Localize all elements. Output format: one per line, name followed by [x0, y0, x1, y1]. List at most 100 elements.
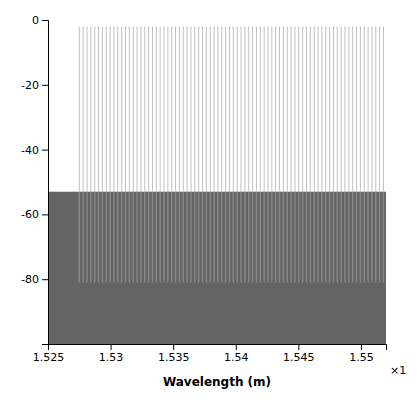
y-tick-mark	[42, 279, 48, 280]
spectral-line	[360, 26, 361, 191]
spectral-line	[206, 26, 207, 191]
spectral-line	[337, 192, 339, 283]
spectral-line	[187, 26, 188, 191]
spectral-line	[221, 26, 222, 191]
y-tick: -80	[21, 273, 48, 286]
spectral-line	[291, 26, 292, 191]
x-tick-mark	[173, 344, 174, 350]
annotation: ×1	[390, 364, 406, 377]
spectral-line	[167, 192, 169, 283]
spectral-line	[341, 26, 342, 191]
spectral-line	[86, 192, 88, 283]
x-axis: 1.5251.531.5351.541.5451.55	[33, 344, 387, 364]
spectral-line	[302, 192, 304, 283]
spectral-line	[152, 192, 154, 283]
spectral-line	[83, 26, 84, 191]
spectral-line	[152, 26, 153, 191]
spectral-line	[133, 26, 134, 191]
spectral-line	[183, 26, 184, 191]
spectral-line	[102, 26, 103, 191]
spectral-line	[379, 26, 380, 191]
spectral-line	[209, 192, 211, 283]
x-tick: 1.53	[99, 344, 124, 364]
spectral-line	[283, 26, 284, 191]
x-tick-label: 1.545	[283, 351, 315, 364]
spectral-line	[229, 192, 231, 283]
y-tick: -40	[21, 144, 48, 157]
spectral-line	[344, 192, 346, 283]
y-tick-mark	[42, 20, 48, 21]
y-tick-label: 0	[32, 14, 39, 27]
spectral-line	[352, 192, 354, 283]
spectral-line	[214, 26, 215, 191]
spectral-line	[90, 26, 91, 191]
x-tick-label: 1.53	[99, 351, 124, 364]
spectral-line	[367, 192, 369, 283]
spectral-line	[379, 192, 381, 283]
spectral-line	[198, 26, 199, 191]
spectral-line	[310, 192, 312, 283]
x-tick-label: 1.55	[349, 351, 374, 364]
spectral-line	[217, 192, 219, 283]
spectral-line	[121, 26, 122, 191]
spectral-line	[171, 192, 173, 283]
spectral-line	[356, 192, 358, 283]
spectral-line	[136, 192, 138, 283]
y-tick: 0	[32, 14, 48, 27]
spectral-line	[175, 192, 177, 283]
spectral-line	[210, 26, 211, 191]
spectral-line	[286, 192, 288, 283]
spectral-line	[364, 26, 365, 191]
spectral-line	[202, 26, 203, 191]
spectral-line	[317, 192, 319, 283]
spectral-line	[148, 192, 150, 283]
y-tick-label: -40	[21, 144, 39, 157]
spectral-line	[240, 192, 242, 283]
spectral-line	[363, 192, 365, 283]
y-axis: 0-20-40-60-80	[21, 14, 48, 344]
spectral-line	[248, 192, 250, 283]
spectral-line	[298, 26, 299, 191]
spectral-line	[121, 192, 123, 283]
x-axis-title: Wavelength (m)	[163, 375, 271, 389]
spectral-line	[279, 26, 280, 191]
spectral-line	[375, 192, 377, 283]
spectral-line	[313, 192, 315, 283]
spectral-line	[129, 26, 130, 191]
spectral-line	[137, 26, 138, 191]
spectral-line	[298, 192, 300, 283]
spectral-line	[109, 192, 111, 283]
y-tick: -60	[21, 208, 48, 221]
chart-svg: 1.5251.531.5351.541.5451.550-20-40-60-80…	[0, 0, 420, 400]
spectral-line	[117, 192, 119, 283]
y-tick-mark	[42, 214, 48, 215]
spectral-line	[79, 192, 81, 283]
x-tick-mark	[236, 344, 237, 350]
spectral-line	[129, 192, 131, 283]
spectral-line	[171, 26, 172, 191]
plot-area	[48, 26, 386, 344]
spectral-line	[271, 26, 272, 191]
spectral-line	[360, 192, 362, 283]
spectral-line	[244, 192, 246, 283]
spectral-line	[206, 192, 208, 283]
spectral-line	[163, 192, 165, 283]
spectral-line	[271, 192, 273, 283]
spectral-line	[164, 26, 165, 191]
spectral-line	[94, 192, 96, 283]
spectral-line	[213, 192, 215, 283]
spectral-line	[383, 26, 384, 191]
spectral-line	[125, 26, 126, 191]
spectral-line	[190, 192, 192, 283]
spectral-line	[333, 26, 334, 191]
spectral-line	[256, 192, 258, 283]
spectral-line	[98, 26, 99, 191]
spectral-line	[144, 192, 146, 283]
x-tick-label: 1.535	[158, 351, 190, 364]
spectral-line	[125, 192, 127, 283]
spectral-line	[294, 26, 295, 191]
spectral-line	[321, 192, 323, 283]
spectral-line	[117, 26, 118, 191]
y-tick-label: -80	[21, 273, 39, 286]
spectral-line	[310, 26, 311, 191]
